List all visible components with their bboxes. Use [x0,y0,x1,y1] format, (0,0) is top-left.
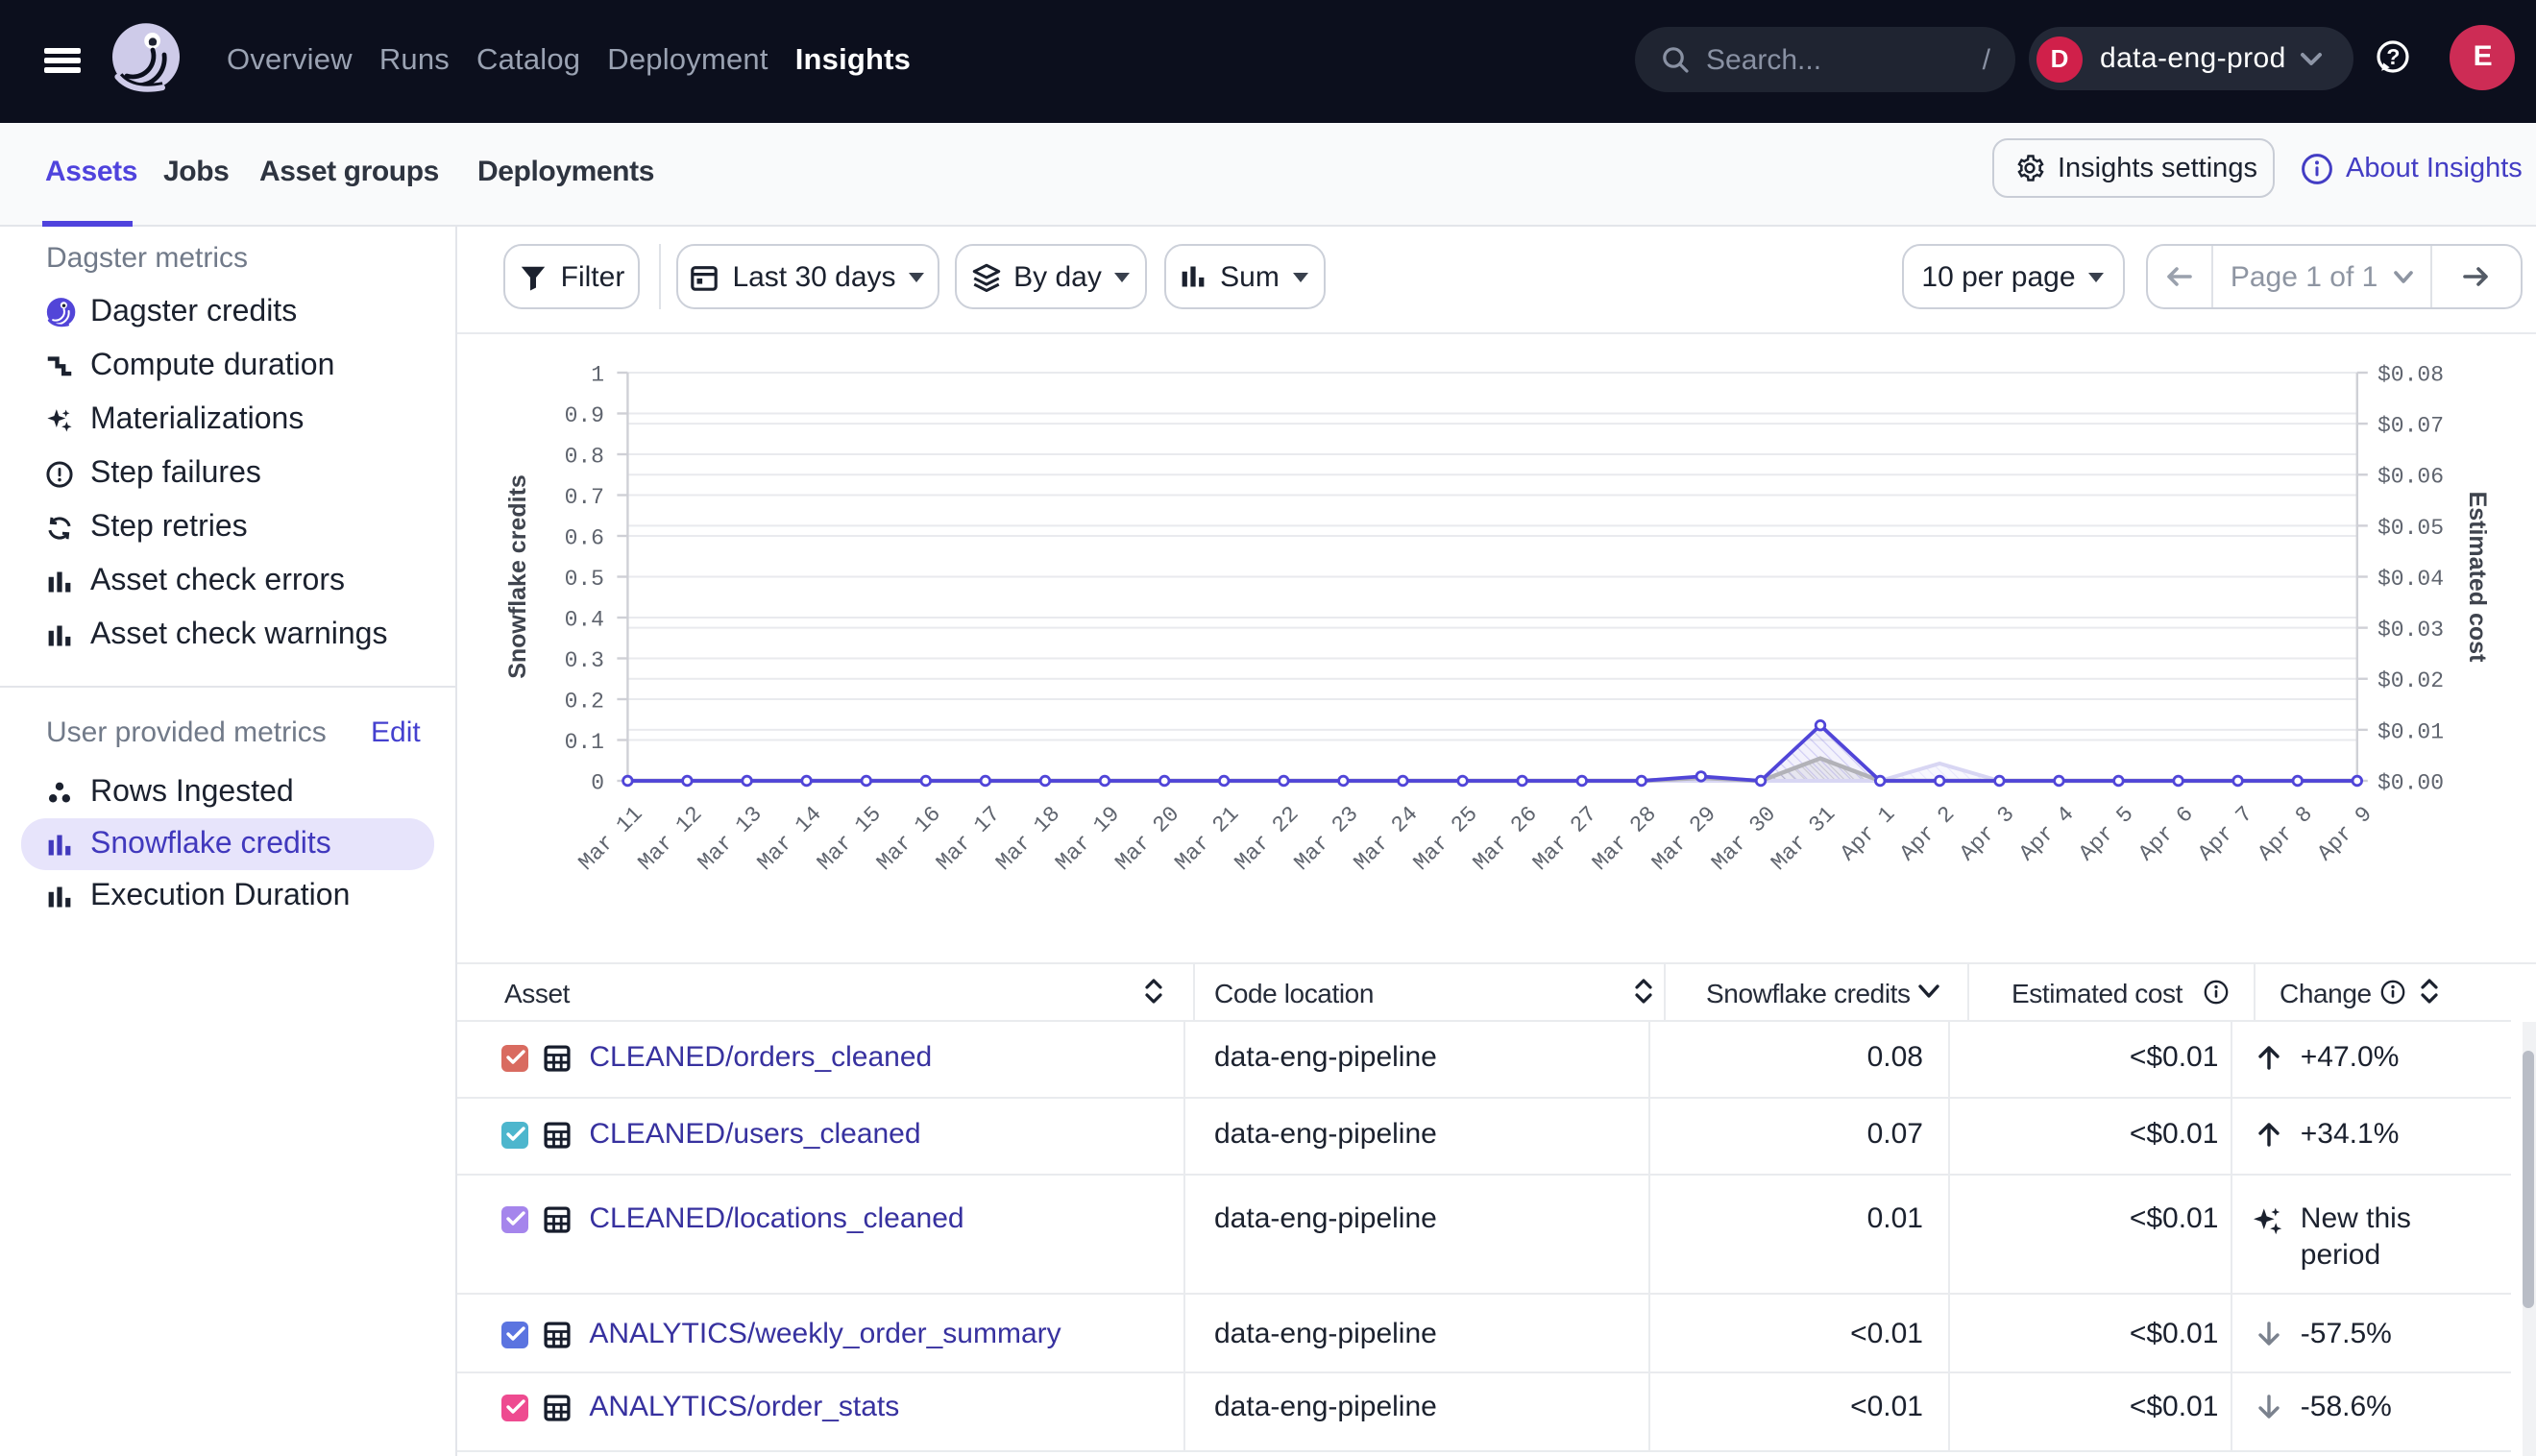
svg-text:0.7: 0.7 [564,485,603,510]
svg-text:$0.03: $0.03 [2377,618,2443,643]
svg-text:Apr 1: Apr 1 [1835,802,1899,866]
svg-text:$0.01: $0.01 [2377,719,2443,744]
svg-text:0.3: 0.3 [564,648,603,673]
svg-text:$0.07: $0.07 [2377,414,2443,439]
svg-text:Apr 4: Apr 4 [2013,802,2078,866]
svg-text:0.4: 0.4 [564,607,603,632]
svg-text:$0.04: $0.04 [2377,567,2443,592]
svg-text:0.1: 0.1 [564,730,603,755]
svg-text:Mar 25: Mar 25 [1408,802,1482,876]
svg-text:?: ? [2386,44,2400,69]
svg-text:Mar 21: Mar 21 [1169,802,1243,876]
svg-text:Apr 5: Apr 5 [2073,802,2137,866]
svg-text:1: 1 [590,362,603,387]
svg-text:$0.02: $0.02 [2377,668,2443,693]
svg-text:Mar 26: Mar 26 [1468,802,1542,876]
svg-text:0.9: 0.9 [564,403,603,428]
svg-text:Apr 9: Apr 9 [2312,802,2377,866]
svg-text:0: 0 [590,770,603,795]
svg-text:Mar 14: Mar 14 [752,802,826,876]
svg-text:$0.06: $0.06 [2377,465,2443,490]
svg-text:Mar 19: Mar 19 [1050,802,1124,876]
svg-text:Mar 20: Mar 20 [1110,802,1183,876]
svg-text:Mar 30: Mar 30 [1706,802,1780,876]
svg-text:Apr 7: Apr 7 [2192,802,2256,866]
svg-text:Mar 22: Mar 22 [1229,802,1303,876]
svg-text:Mar 12: Mar 12 [632,802,706,876]
svg-text:Mar 27: Mar 27 [1527,802,1601,876]
svg-text:Snowflake credits: Snowflake credits [503,474,530,679]
svg-text:Mar 18: Mar 18 [990,802,1064,876]
svg-text:0.5: 0.5 [564,567,603,592]
svg-text:Apr 8: Apr 8 [2253,802,2317,866]
svg-text:$0.05: $0.05 [2377,516,2443,541]
svg-text:Mar 31: Mar 31 [1766,802,1840,876]
svg-text:Mar 13: Mar 13 [693,802,767,876]
svg-text:Mar 11: Mar 11 [573,802,646,876]
svg-text:$0.00: $0.00 [2377,770,2443,795]
svg-text:Mar 29: Mar 29 [1646,802,1720,876]
svg-text:Mar 24: Mar 24 [1348,802,1422,876]
svg-text:Mar 16: Mar 16 [871,802,945,876]
svg-text:Mar 17: Mar 17 [931,802,1005,876]
svg-text:Mar 15: Mar 15 [812,802,886,876]
svg-text:0.6: 0.6 [564,525,603,550]
svg-text:0.2: 0.2 [564,689,603,714]
svg-text:Mar 23: Mar 23 [1288,802,1362,876]
svg-text:Apr 2: Apr 2 [1894,802,1959,866]
svg-text:Apr 6: Apr 6 [2133,802,2197,866]
svg-text:Estimated cost: Estimated cost [2463,492,2490,664]
svg-text:$0.08: $0.08 [2377,362,2443,387]
svg-text:Apr 3: Apr 3 [1954,802,2018,866]
svg-text:0.8: 0.8 [564,444,603,469]
svg-text:Mar 28: Mar 28 [1587,802,1661,876]
